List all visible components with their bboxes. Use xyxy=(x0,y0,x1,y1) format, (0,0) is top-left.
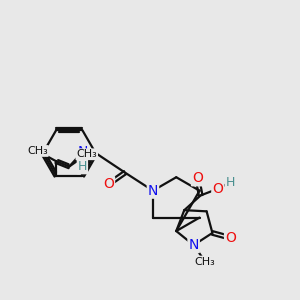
Text: N: N xyxy=(148,184,158,198)
Text: CH₃: CH₃ xyxy=(27,146,48,156)
Text: O: O xyxy=(225,231,236,245)
Text: H: H xyxy=(78,160,87,173)
Text: N: N xyxy=(188,238,199,252)
Text: O: O xyxy=(103,177,114,191)
Text: N: N xyxy=(77,145,88,159)
Text: CH₃: CH₃ xyxy=(76,149,97,159)
Text: O: O xyxy=(212,182,223,196)
Text: O: O xyxy=(192,171,203,185)
Text: H: H xyxy=(226,176,235,189)
Text: CH₃: CH₃ xyxy=(195,256,215,266)
